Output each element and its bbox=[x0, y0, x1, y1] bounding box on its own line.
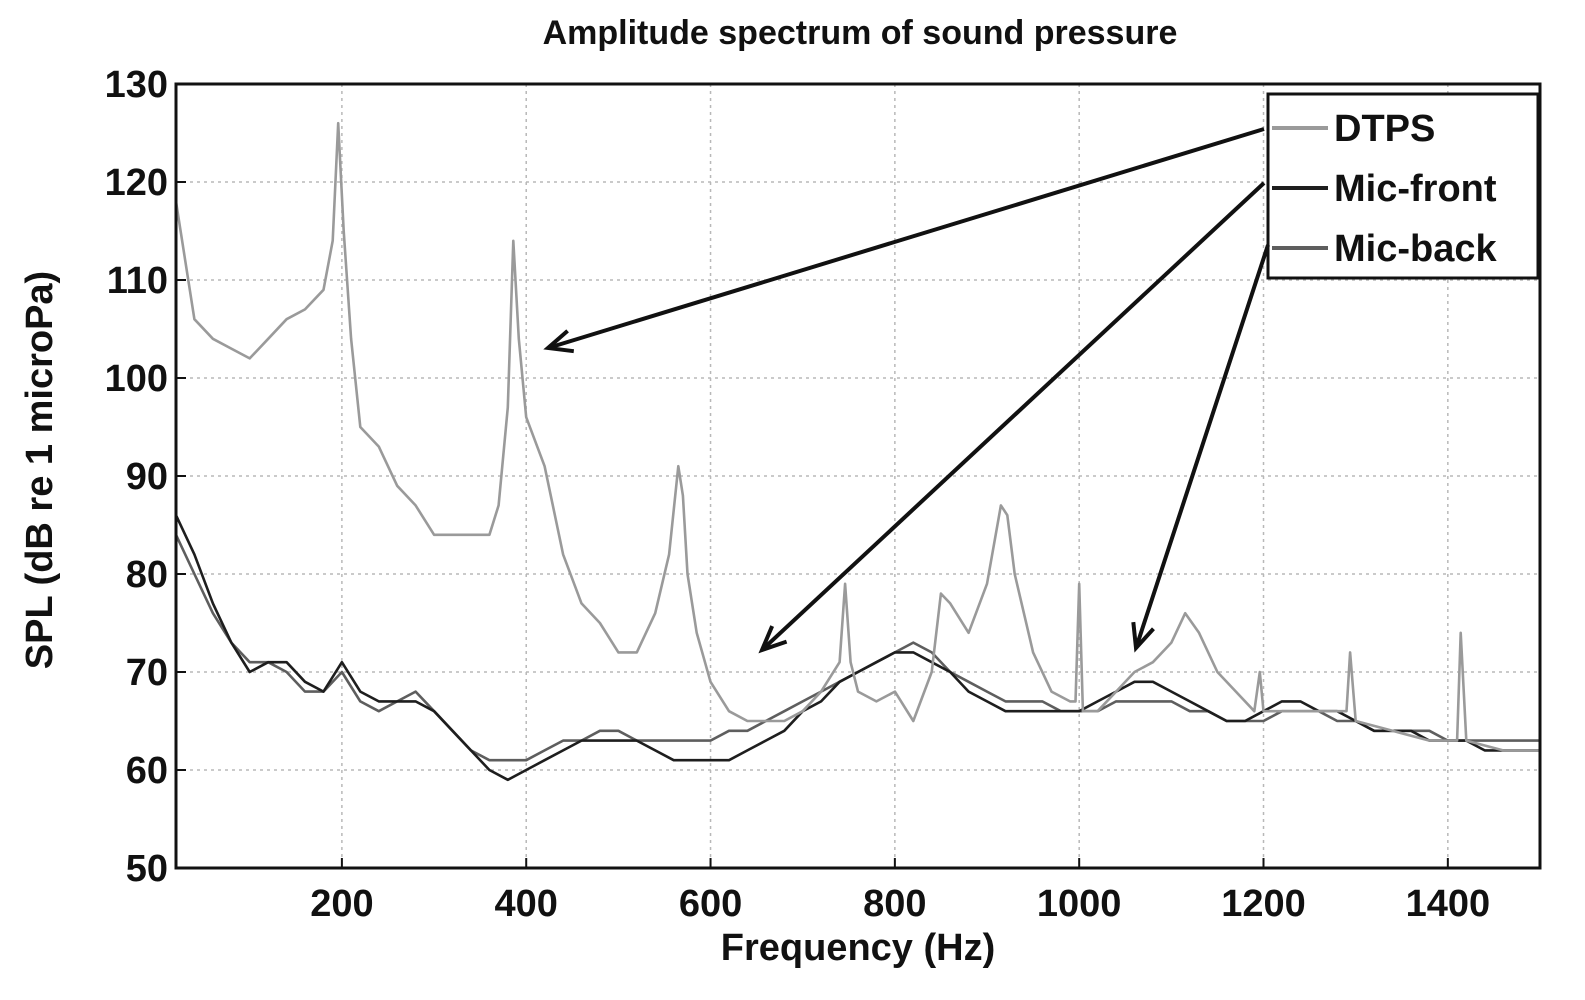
annotation-arrow bbox=[547, 127, 1265, 350]
y-axis-ticks: 50 60 70 80 90 100 110 120 130 bbox=[105, 64, 186, 890]
legend: DTPS Mic-front Mic-back bbox=[1266, 92, 1540, 280]
y-tick-label: 60 bbox=[126, 750, 168, 792]
chart-title: Amplitude spectrum of sound pressure bbox=[543, 14, 1178, 52]
arrow-head bbox=[758, 625, 788, 654]
series-line-dtps bbox=[174, 121, 1540, 752]
legend-entry: DTPS bbox=[1334, 108, 1435, 150]
x-tick-label: 1400 bbox=[1406, 883, 1491, 925]
annotation-arrows bbox=[543, 127, 1270, 654]
y-tick-label: 130 bbox=[105, 64, 168, 106]
x-tick-label: 400 bbox=[495, 883, 558, 925]
y-axis-label: SPL (dB re 1 microPa) bbox=[19, 271, 61, 669]
series-line-mic-front bbox=[174, 514, 1540, 782]
y-tick-label: 70 bbox=[126, 652, 168, 694]
y-tick-label: 100 bbox=[105, 358, 168, 400]
series-line-mic-back bbox=[174, 534, 1540, 762]
y-tick-label: 50 bbox=[126, 848, 168, 890]
x-tick-label: 1000 bbox=[1037, 883, 1122, 925]
annotation-arrow bbox=[760, 181, 1266, 652]
series-layer bbox=[174, 121, 1540, 782]
x-tick-label: 1200 bbox=[1221, 883, 1306, 925]
x-axis-ticks: 200 400 600 800 1000 1200 1400 bbox=[310, 858, 1490, 925]
x-tick-label: 800 bbox=[863, 883, 926, 925]
y-tick-label: 120 bbox=[105, 162, 168, 204]
y-tick-label: 110 bbox=[107, 260, 168, 302]
x-axis-label: Frequency (Hz) bbox=[721, 927, 995, 969]
arrow-head bbox=[1131, 621, 1155, 653]
arrow-head bbox=[543, 329, 575, 354]
legend-entry: Mic-back bbox=[1334, 228, 1497, 270]
x-tick-label: 200 bbox=[310, 883, 373, 925]
annotation-arrow bbox=[1134, 244, 1270, 649]
y-tick-label: 90 bbox=[126, 456, 168, 498]
y-tick-label: 80 bbox=[126, 554, 168, 596]
x-tick-label: 600 bbox=[679, 883, 742, 925]
legend-entry: Mic-front bbox=[1334, 168, 1497, 210]
